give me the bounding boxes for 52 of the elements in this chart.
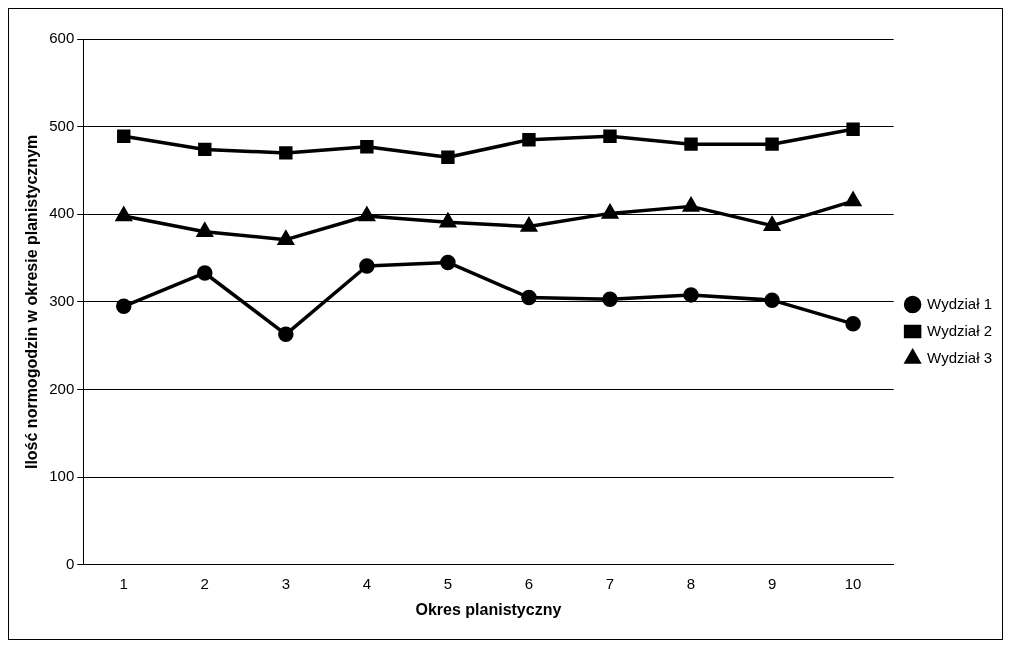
x-tick-label: 10 [844, 574, 862, 592]
point [521, 217, 537, 232]
point [846, 122, 860, 136]
point [440, 254, 456, 271]
point [845, 192, 861, 207]
point [684, 137, 698, 151]
point [359, 207, 375, 222]
y-tick-label: 600 [49, 29, 75, 47]
x-tick-label: 4 [362, 574, 372, 592]
point [683, 287, 699, 303]
point [279, 146, 293, 160]
legend-label: Wydział 1 [927, 294, 993, 312]
y-tick-label: 400 [49, 204, 75, 222]
y-tick-label: 500 [49, 116, 75, 134]
point [602, 291, 618, 308]
point [764, 216, 780, 231]
point [603, 129, 617, 143]
y-axis-title: Ilość normogodzin w okresie planistycznym [23, 134, 41, 470]
point [522, 133, 536, 147]
x-tick-label: 7 [605, 574, 615, 592]
point [359, 258, 375, 274]
point [116, 298, 132, 315]
x-tick-label: 1 [119, 574, 128, 592]
point [845, 316, 861, 332]
y-tick-label: 200 [49, 379, 75, 397]
x-tick-label: 8 [686, 574, 696, 592]
point [198, 142, 212, 157]
point [197, 265, 213, 281]
x-tick-label: 3 [281, 574, 290, 592]
x-axis-title: Okres planistyczny [415, 600, 562, 618]
point [278, 230, 294, 245]
y-tick-label: 100 [49, 467, 75, 485]
point [521, 289, 537, 306]
y-tick-label: 0 [65, 554, 75, 572]
point [440, 213, 456, 228]
x-tick-label: 9 [767, 574, 777, 592]
x-tick-label: 2 [200, 574, 209, 592]
point [115, 207, 132, 222]
point [441, 150, 455, 165]
point [764, 292, 780, 308]
legend-label: Wydział 3 [927, 348, 993, 366]
point [278, 326, 294, 343]
point [360, 140, 374, 154]
point [683, 197, 699, 212]
y-tick-label: 300 [49, 292, 75, 310]
x-tick-label: 6 [524, 574, 534, 592]
point [765, 137, 779, 151]
legend-label: Wydział 2 [927, 321, 993, 339]
point [117, 129, 131, 143]
point [602, 204, 618, 219]
point [196, 223, 213, 238]
x-tick-label: 5 [443, 574, 453, 592]
